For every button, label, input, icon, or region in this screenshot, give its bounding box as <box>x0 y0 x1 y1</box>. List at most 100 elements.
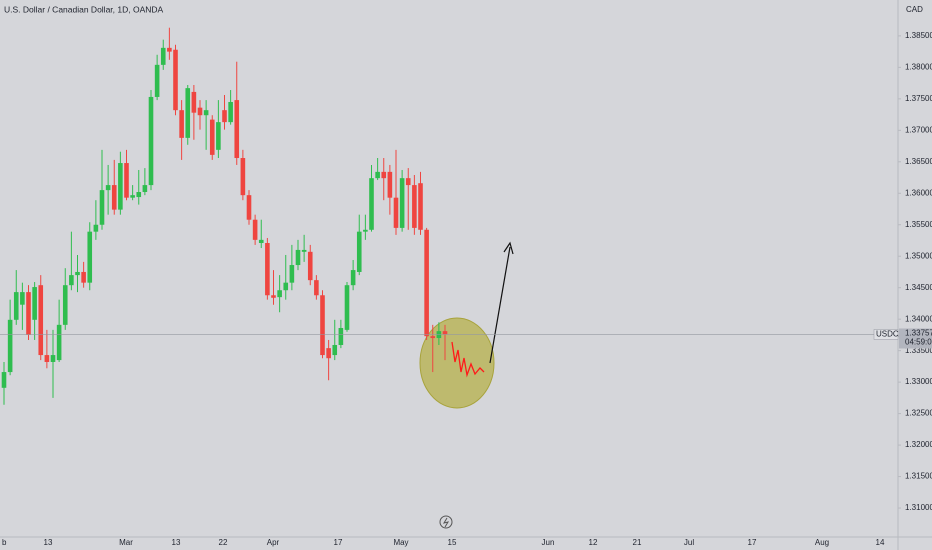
y-tick-label: 1.37500 <box>905 94 932 103</box>
candle-body <box>203 110 209 116</box>
candle-body <box>136 192 142 198</box>
candle-body <box>320 295 325 356</box>
x-tick-label: Apr <box>267 538 280 547</box>
candle-body <box>197 107 203 116</box>
candle-body <box>387 171 393 198</box>
candle-body <box>124 163 129 198</box>
candle-body <box>307 251 313 281</box>
candle-body <box>344 285 350 330</box>
symbol-label: USDCAD <box>876 330 910 339</box>
y-tick-label: 1.32000 <box>905 440 932 449</box>
price-box <box>899 328 932 349</box>
candle-body <box>326 348 331 359</box>
candle-body <box>148 96 154 186</box>
candle-body <box>301 249 307 252</box>
candle-body <box>118 163 123 210</box>
y-tick-label: 1.34500 <box>905 283 932 292</box>
candle-body <box>393 197 399 228</box>
currency-label: CAD <box>906 5 923 14</box>
candle-body <box>442 331 448 335</box>
candle-body <box>240 158 246 196</box>
candle-body <box>50 355 56 362</box>
candle-body <box>13 292 19 320</box>
candle-body <box>56 324 62 361</box>
candle-body <box>412 185 417 228</box>
candle-body <box>246 195 252 220</box>
candle-body <box>363 229 368 232</box>
arrow-line <box>489 246 511 364</box>
countdown-label: 04:59:03 <box>905 338 932 347</box>
candle-body <box>154 64 160 97</box>
y-tick-label: 1.32500 <box>905 409 932 418</box>
candle-body <box>375 171 380 179</box>
x-tick-label: 17 <box>334 538 343 547</box>
candle-body <box>185 88 191 138</box>
x-tick-label: 15 <box>448 538 457 547</box>
candle-body <box>111 185 117 210</box>
x-tick-label: 22 <box>219 538 228 547</box>
candle-body <box>277 290 282 298</box>
y-tick-label: 1.38000 <box>905 62 932 71</box>
x-tick-label: 13 <box>172 538 181 547</box>
candle-body <box>234 100 240 159</box>
x-tick-label: 17 <box>748 538 757 547</box>
highlight-circle <box>419 317 495 409</box>
x-tick-label: Mar <box>119 538 133 547</box>
candle-body <box>424 229 429 337</box>
y-tick-label: 1.38500 <box>905 31 932 40</box>
x-tick-label: b <box>2 538 7 547</box>
candle-body <box>209 119 215 155</box>
y-tick-label: 1.35000 <box>905 251 932 260</box>
x-tick-label: May <box>393 538 408 547</box>
candle-body <box>99 190 105 225</box>
candle-body <box>7 319 13 373</box>
candle-body <box>216 122 221 150</box>
candle-body <box>20 292 25 305</box>
y-tick-label: 1.33000 <box>905 377 932 386</box>
candle-body <box>160 47 166 65</box>
candle-body <box>430 336 436 339</box>
candle-body <box>105 185 111 191</box>
candle-body <box>62 285 68 325</box>
candle-body <box>369 178 374 230</box>
candle-body <box>130 195 135 198</box>
candle-body <box>44 355 50 362</box>
candle-body <box>252 219 258 240</box>
candle-body <box>167 47 172 52</box>
candle-body <box>222 110 227 123</box>
candle-body <box>350 270 356 286</box>
candle-body <box>418 183 423 230</box>
candle-body <box>258 239 264 244</box>
candle-body <box>191 91 197 113</box>
candle-body <box>283 282 289 291</box>
candle-body <box>32 287 37 320</box>
candle-body <box>295 249 301 266</box>
symbol-box <box>873 329 899 340</box>
x-tick-label: Aug <box>815 538 829 547</box>
candle-body <box>338 327 344 345</box>
y-tick-label: 1.35500 <box>905 220 932 229</box>
candle-body <box>405 178 411 186</box>
event-icon-bolt <box>442 517 450 528</box>
candle-body <box>75 271 80 276</box>
candle-body <box>38 285 44 356</box>
y-tick-label: 1.34000 <box>905 314 932 323</box>
candle-body <box>81 271 86 283</box>
x-tick-label: Jul <box>684 538 694 547</box>
y-tick-label: 1.33500 <box>905 346 932 355</box>
y-tick-label: 1.31000 <box>905 503 932 512</box>
candle-body <box>332 344 338 356</box>
candle-body <box>26 292 31 335</box>
y-tick-label: 1.36500 <box>905 157 932 166</box>
candle-body <box>314 280 319 296</box>
x-tick-label: 12 <box>589 538 598 547</box>
candle-body <box>1 372 7 388</box>
chart-title: U.S. Dollar / Canadian Dollar, 1D, OANDA <box>4 4 164 14</box>
candle-body <box>356 231 362 272</box>
y-tick-label: 1.31500 <box>905 472 932 481</box>
x-tick-label: 14 <box>876 538 885 547</box>
candle-body <box>265 243 270 296</box>
x-tick-label: Jun <box>542 538 555 547</box>
candle-body <box>289 265 295 283</box>
candle-body <box>228 101 233 123</box>
